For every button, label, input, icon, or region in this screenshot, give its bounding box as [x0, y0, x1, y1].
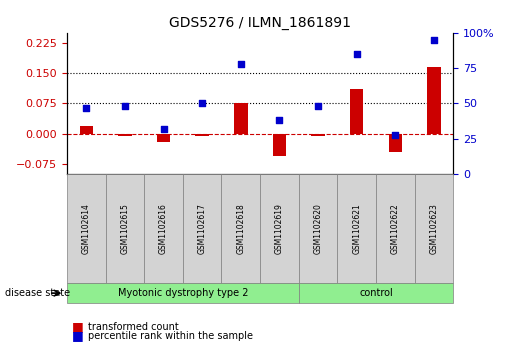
Text: GSM1102616: GSM1102616: [159, 203, 168, 254]
Text: GSM1102618: GSM1102618: [236, 203, 245, 254]
Point: [82, 105, 91, 111]
Bar: [272, 134, 286, 156]
Point: [159, 126, 167, 132]
Text: Myotonic dystrophy type 2: Myotonic dystrophy type 2: [117, 288, 248, 298]
Text: percentile rank within the sample: percentile rank within the sample: [88, 331, 252, 341]
Text: transformed count: transformed count: [88, 322, 178, 332]
Bar: [311, 134, 325, 136]
Bar: [234, 103, 248, 134]
Text: ■: ■: [72, 329, 84, 342]
Point: [314, 103, 322, 109]
Text: ■: ■: [72, 320, 84, 333]
Text: GSM1102622: GSM1102622: [391, 203, 400, 254]
Bar: [79, 126, 93, 134]
Bar: [195, 134, 209, 136]
Bar: [427, 67, 441, 134]
Point: [430, 37, 438, 43]
Point: [198, 101, 206, 106]
Bar: [350, 89, 364, 134]
Text: GSM1102617: GSM1102617: [198, 203, 207, 254]
Text: GSM1102623: GSM1102623: [430, 203, 438, 254]
Bar: [157, 134, 170, 142]
Text: GSM1102614: GSM1102614: [82, 203, 91, 254]
Bar: [388, 134, 402, 152]
Text: GSM1102621: GSM1102621: [352, 203, 361, 254]
Text: control: control: [359, 288, 393, 298]
Point: [275, 118, 283, 123]
Text: GSM1102619: GSM1102619: [275, 203, 284, 254]
Text: disease state: disease state: [5, 288, 70, 298]
Title: GDS5276 / ILMN_1861891: GDS5276 / ILMN_1861891: [169, 16, 351, 30]
Text: GSM1102620: GSM1102620: [314, 203, 322, 254]
Text: GSM1102615: GSM1102615: [121, 203, 129, 254]
Point: [236, 61, 245, 67]
Point: [391, 132, 400, 138]
Point: [121, 103, 129, 109]
Point: [352, 51, 360, 57]
Bar: [118, 134, 132, 136]
